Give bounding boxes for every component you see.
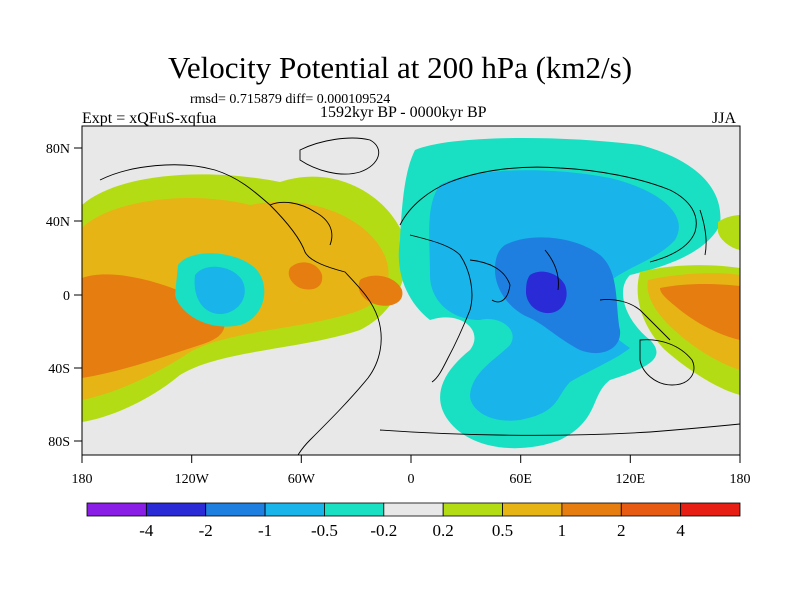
- y-tick-label: 0: [63, 289, 70, 304]
- y-tick-label: 40N: [46, 215, 70, 230]
- contour-field: [82, 126, 740, 455]
- stats-label: rmsd= 0.715879 diff= 0.000109524: [190, 92, 391, 107]
- lime-patch-dateline-north: [718, 215, 740, 250]
- colorbar-label: -4: [139, 521, 154, 540]
- colorbar-swatch: [680, 502, 741, 517]
- colorbar-swatch: [264, 502, 325, 517]
- colorbar-swatch: [502, 502, 563, 517]
- colorbar: [86, 502, 741, 517]
- x-tick-label: 60W: [288, 472, 316, 487]
- colorbar-label: -0.2: [370, 521, 397, 540]
- colorbar-swatch: [442, 502, 503, 517]
- experiment-label: Expt = xQFuS-xqfua: [82, 110, 217, 127]
- season-label: JJA: [712, 110, 737, 127]
- colorbar-swatch: [86, 502, 147, 517]
- x-tick-label: 180: [730, 472, 751, 487]
- deep-orange-region-caribbean: [288, 262, 323, 290]
- colorbar-labels: -4 -2 -1 -0.5 -0.2 0.2 0.5 1 2 4: [139, 521, 685, 540]
- deep-orange-region-west-pacific: [660, 284, 740, 340]
- y-tick-label: 40S: [48, 362, 70, 377]
- colorbar-label: -1: [258, 521, 272, 540]
- page-title: Velocity Potential at 200 hPa (km2/s): [167, 50, 633, 85]
- colorbar-label: 0.2: [433, 521, 454, 540]
- y-tick-label: 80N: [46, 142, 70, 157]
- lightblue-pocket-pacific: [194, 266, 245, 315]
- colorbar-swatch: [205, 502, 266, 517]
- period-label: 1592kyr BP - 0000kyr BP: [320, 104, 487, 121]
- colorbar-swatch: [383, 502, 444, 517]
- colorbar-swatch: [145, 502, 207, 517]
- y-axis-tick-labels: 80N 40N 0 40S 80S: [46, 142, 70, 450]
- x-tick-label: 60E: [509, 472, 532, 487]
- x-tick-label: 120E: [616, 472, 646, 487]
- colorbar-label: 0.5: [492, 521, 513, 540]
- colorbar-swatch: [561, 502, 622, 517]
- colorbar-label: -2: [199, 521, 213, 540]
- colorbar-swatch: [324, 502, 385, 517]
- y-tick-label: 80S: [48, 435, 70, 450]
- colorbar-swatch: [620, 502, 682, 517]
- colorbar-label: -0.5: [311, 521, 338, 540]
- tick-marks: [74, 147, 741, 463]
- coastlines: [99, 137, 740, 455]
- x-tick-label: 180: [72, 472, 93, 487]
- x-tick-label: 0: [408, 472, 415, 487]
- x-axis-tick-labels: 180 120W 60W 0 60E 120E 180: [72, 472, 751, 487]
- deep-orange-region-atlantic: [358, 275, 403, 306]
- colorbar-label: 2: [617, 521, 626, 540]
- colorbar-label: 4: [676, 521, 685, 540]
- darkblue-core-indian-ocean: [526, 271, 567, 314]
- x-tick-label: 120W: [175, 472, 210, 487]
- colorbar-label: 1: [558, 521, 567, 540]
